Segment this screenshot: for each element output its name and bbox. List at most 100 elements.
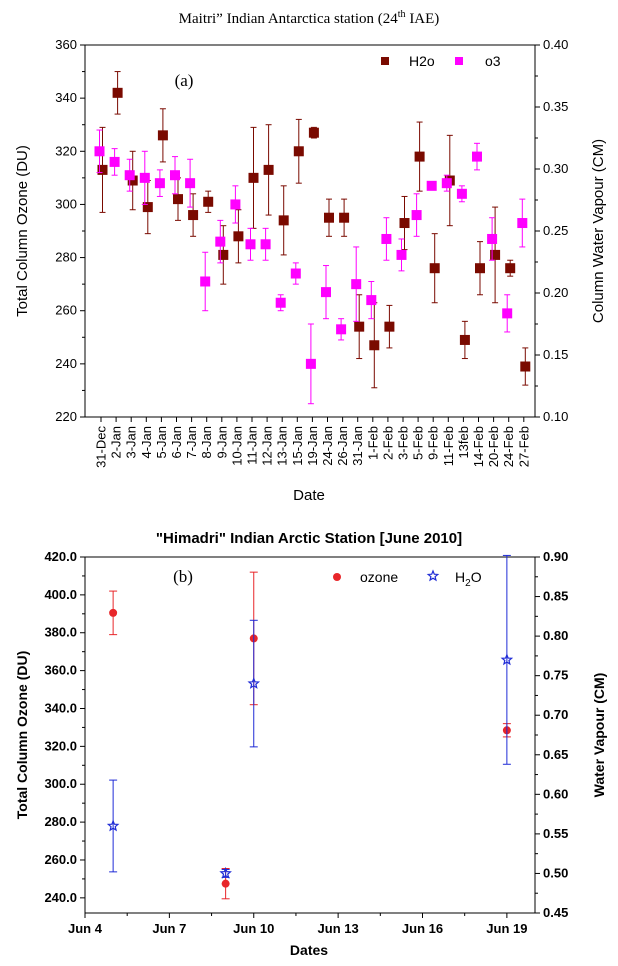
x-tick-label: 26-Jan [335, 426, 350, 466]
data-point [157, 130, 168, 141]
data-point [275, 297, 286, 308]
data-point [321, 287, 331, 298]
x-tick-label: 7-Jan [184, 426, 199, 459]
y2-tick-label: 0.40 [543, 37, 568, 52]
y-tick-label: 380.0 [44, 625, 77, 640]
data-point [218, 249, 229, 260]
series-o3 [94, 129, 528, 405]
data-point [505, 263, 516, 274]
data-point [308, 127, 319, 138]
data-point [221, 879, 230, 888]
x-tick-label: 8-Jan [199, 426, 214, 459]
y2-tick-label: 0.50 [543, 865, 568, 880]
y-tick-label: 300.0 [44, 776, 77, 791]
y-tick-label: 280.0 [44, 814, 77, 829]
x-tick-label: 31-Jan [350, 426, 365, 466]
series-h2o [106, 554, 514, 879]
x-tick-label: 27-Feb [516, 426, 531, 467]
y-tick-label: 340 [55, 90, 77, 105]
y2-tick-label: 0.90 [543, 549, 568, 564]
y2-tick-label: 0.45 [543, 905, 568, 920]
data-point [475, 263, 485, 274]
data-point [396, 249, 407, 260]
data-point [142, 202, 153, 213]
data-point [381, 233, 392, 244]
data-point [106, 819, 120, 832]
data-point [369, 340, 380, 351]
legend-o3-label: o3 [485, 53, 501, 69]
data-point [170, 170, 180, 181]
panel-a-tag: (a) [175, 71, 194, 90]
data-point [459, 334, 470, 345]
data-point [290, 268, 301, 279]
panel-b-title: "Himadri" Indian Arctic Station [June 20… [156, 530, 462, 547]
x-tick-label: 24-Feb [501, 426, 516, 467]
data-point [411, 210, 422, 221]
panel-b-y2-axis-label: Water Vapour (CM) [591, 673, 607, 798]
panel-b-tag: (b) [173, 567, 193, 586]
data-point [305, 358, 316, 369]
data-point [336, 324, 347, 335]
y-tick-label: 300 [55, 196, 77, 211]
panel-a-x-axis-label: Date [293, 487, 325, 504]
data-point [97, 164, 108, 175]
panel-b-data [106, 554, 514, 900]
y-tick-label: 240 [55, 356, 77, 371]
x-tick-label: Jun 19 [486, 921, 527, 936]
y2-tick-label: 0.10 [543, 409, 568, 424]
data-point [441, 178, 452, 189]
data-point [500, 653, 514, 666]
y2-tick-label: 0.30 [543, 161, 568, 176]
x-tick-label: 6-Jan [169, 426, 184, 459]
star-icon [426, 569, 440, 582]
data-point [472, 151, 482, 162]
data-point [399, 218, 410, 229]
data-point [188, 210, 199, 221]
y2-tick-label: 0.75 [543, 668, 568, 683]
y2-tick-label: 0.85 [543, 589, 568, 604]
panel-a-y2-axis: 0.10 0.15 0.20 0.25 0.30 0.35 0.40 [535, 37, 568, 424]
y2-tick-label: 0.80 [543, 628, 568, 643]
x-tick-label: 15-Jan [290, 426, 305, 466]
y2-tick-label: 0.25 [543, 223, 568, 238]
data-point [366, 295, 377, 306]
data-point [124, 170, 135, 181]
legend-o3-marker [455, 57, 463, 65]
data-point [502, 308, 513, 319]
x-tick-label: 31-Dec [94, 426, 109, 468]
x-tick-label: 3-Jan [124, 426, 139, 459]
legend-h2o-marker [381, 57, 389, 65]
y2-tick-label: 0.70 [543, 707, 568, 722]
x-tick-label: Jun 16 [402, 921, 443, 936]
y-tick-label: 400.0 [44, 587, 77, 602]
data-point [245, 239, 256, 250]
data-point [517, 218, 528, 229]
data-point [230, 199, 241, 210]
legend-h2o-marker [426, 569, 440, 582]
y-tick-label: 320 [55, 143, 77, 158]
x-tick-label: 11-Jan [245, 426, 260, 465]
y-tick-label: 280 [55, 250, 77, 265]
data-point [354, 321, 365, 332]
panel-a-legend: H2o o3 [381, 53, 501, 69]
data-point [215, 236, 226, 247]
data-point [293, 146, 304, 157]
panel-a-title: Maitri” Indian Antarctica station (24th … [179, 9, 440, 27]
y-tick-label: 360 [55, 37, 77, 52]
panel-b: "Himadri" Indian Arctic Station [June 20… [14, 530, 607, 958]
x-tick-label: 14-Feb [471, 426, 486, 467]
data-point [260, 239, 271, 250]
x-tick-label: 1-Feb [365, 426, 380, 460]
panel-b-x-axis: Jun 4 Jun 7 Jun 10 Jun 13 Jun 16 Jun 19 [68, 913, 527, 936]
legend-h2o-label: H2o [409, 53, 435, 69]
data-point [154, 178, 165, 189]
legend-ozone-marker [333, 573, 341, 581]
series-ozone [109, 571, 511, 900]
panel-a-y-axis: 220 240 260 280 300 320 340 360 [55, 37, 85, 424]
data-point [94, 146, 105, 157]
data-point [139, 172, 150, 183]
x-tick-label: Jun 4 [68, 921, 103, 936]
y-tick-label: 320.0 [44, 738, 77, 753]
y2-tick-label: 0.55 [543, 826, 568, 841]
